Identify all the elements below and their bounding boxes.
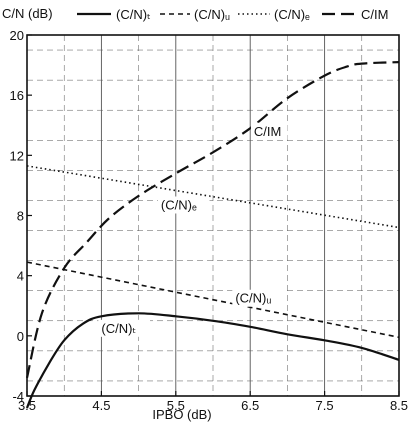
x-tick-label: 7.5	[316, 398, 334, 413]
legend-cn-up: (C/N)ᵤ	[194, 7, 230, 22]
annotations: (C/N)ₜ (C/N)ᵤ (C/N)ₑ C/IM	[98, 122, 288, 337]
annotation-bg	[250, 122, 288, 140]
annotation-bg	[98, 319, 150, 337]
series-layer	[25, 61, 400, 409]
legend-c-im: C/IM	[361, 7, 388, 22]
label-cn-down: (C/N)ₑ	[161, 197, 197, 212]
label-cn-total: (C/N)ₜ	[101, 321, 136, 336]
y-tick-label: 16	[10, 88, 24, 103]
series-cn-total	[25, 312, 400, 409]
y-tick-label: 0	[17, 329, 24, 344]
y-tick-label: 20	[10, 28, 24, 43]
legend-cn-total: (C/N)ₜ	[116, 7, 151, 22]
y-tick-label: 8	[17, 209, 24, 224]
x-tick-label: 5.5	[167, 398, 185, 413]
x-axis-label: IPBO (dB)	[152, 407, 211, 422]
y-tick-label: -4	[12, 389, 24, 404]
legend-cn-down: (C/N)ₑ	[274, 7, 310, 22]
x-tick-label: 4.5	[92, 398, 110, 413]
y-tick-label: 12	[10, 148, 24, 163]
annotation-bg	[232, 289, 284, 307]
y-tick-label: 4	[17, 269, 24, 284]
label-c-im: C/IM	[254, 124, 281, 139]
series-cn-up	[26, 261, 400, 339]
y-axis-label: C/N (dB)	[2, 6, 53, 21]
grid	[27, 35, 399, 396]
annotation-bg	[157, 196, 210, 214]
x-tick-label: 8.5	[390, 398, 408, 413]
label-cn-up: (C/N)ᵤ	[235, 291, 271, 306]
series-c-im	[25, 61, 400, 379]
x-tick-label: 6.5	[241, 398, 259, 413]
legend: (C/N)ₜ (C/N)ᵤ (C/N)ₑ C/IM	[77, 7, 388, 22]
